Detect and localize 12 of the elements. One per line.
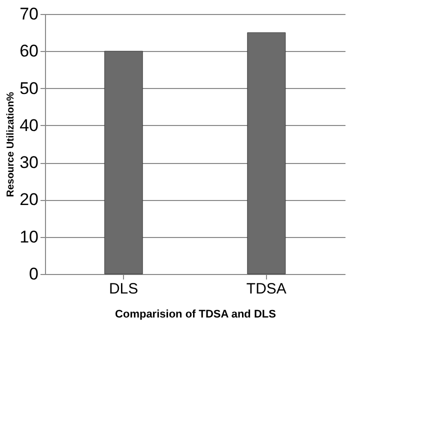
y-tick-label: 70 — [20, 4, 38, 24]
y-tick-label: 20 — [20, 190, 38, 210]
y-tick-label: 60 — [20, 42, 38, 61]
x-tick-label: TDSA — [246, 280, 286, 298]
y-tick-label: 30 — [20, 153, 38, 172]
y-tick-label: 50 — [20, 78, 38, 98]
x-tick-label: DLS — [108, 280, 138, 298]
y-axis-title: Resource Utilization% — [6, 92, 17, 198]
y-tick-label: 10 — [20, 227, 38, 246]
y-tick-label: 0 — [29, 264, 38, 284]
x-axis-title: Comparision of TDSA and DLS — [115, 308, 276, 320]
y-tick-label: 40 — [20, 116, 38, 135]
